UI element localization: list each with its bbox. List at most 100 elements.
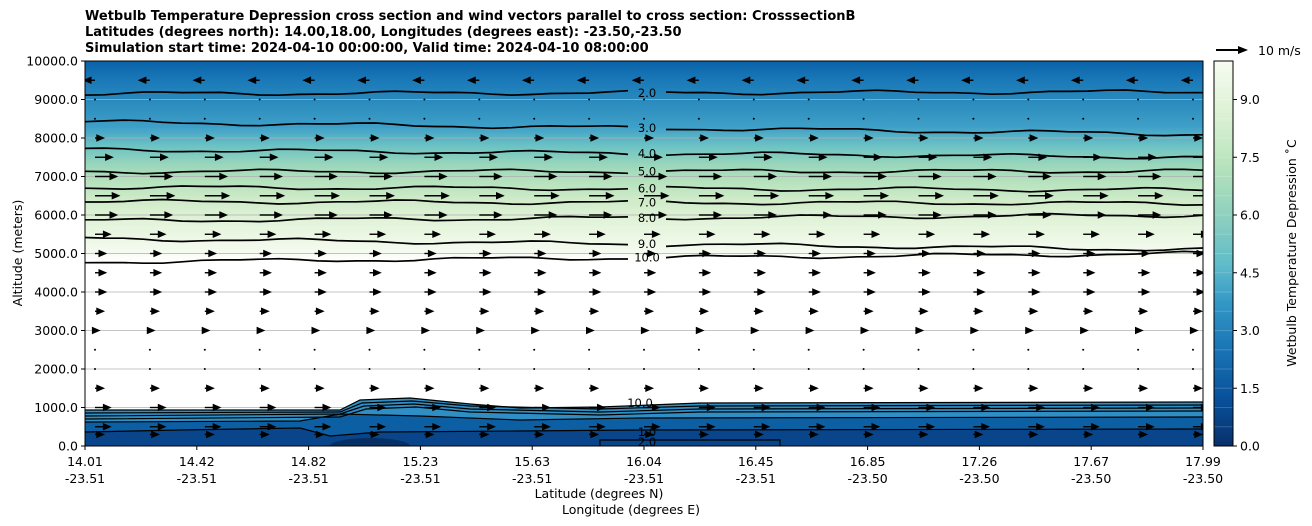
wind-vector — [259, 288, 272, 296]
wind-vector — [863, 249, 876, 258]
wind-vector — [533, 368, 536, 370]
wind-vector — [313, 368, 316, 370]
wind-vector — [521, 76, 535, 85]
wind-vector — [203, 368, 206, 370]
near-surface-contour-label: 1.0 — [638, 425, 656, 439]
wind-vector — [314, 422, 332, 431]
wind-vector — [796, 76, 809, 85]
x-tick-label-lon: -23.50 — [959, 471, 999, 486]
wind-vector — [589, 211, 613, 219]
y-tick-label: 5000.0 — [34, 246, 78, 261]
x-tick-label-lat: 16.85 — [850, 454, 886, 469]
x-tick-label-lon: -23.50 — [1183, 471, 1223, 486]
wind-vector — [479, 134, 490, 142]
wind-vector — [808, 249, 821, 258]
wind-vector — [1137, 117, 1140, 120]
x-tick-label-lon: -23.51 — [736, 471, 776, 486]
wind-vector — [479, 268, 492, 277]
wind-vector — [534, 268, 547, 277]
wind-vector — [314, 307, 325, 316]
wind-vector — [204, 307, 215, 316]
wind-vector — [149, 403, 167, 412]
wind-vector — [203, 117, 206, 120]
wind-vector — [479, 230, 496, 239]
wind-vector — [424, 403, 442, 412]
wind-vector — [424, 230, 442, 239]
wind-vector — [589, 191, 615, 200]
wind-vector — [192, 76, 205, 85]
wind-vector — [369, 172, 393, 181]
wind-vector — [1080, 326, 1089, 335]
contour-line — [85, 147, 629, 156]
y-tick-label: 10000.0 — [26, 54, 78, 69]
wind-vector — [423, 117, 426, 120]
x-tick-label-lat: 17.26 — [962, 454, 998, 469]
wind-vector — [204, 172, 229, 181]
contour-line — [85, 89, 629, 97]
wind-vector — [1016, 76, 1029, 85]
contour-line — [85, 256, 628, 265]
wind-vector — [313, 98, 316, 101]
colorbar-tick-label: 4.5 — [1240, 265, 1260, 280]
colorbar-tick-label: 0.0 — [1240, 439, 1260, 454]
wind-vector — [807, 117, 810, 120]
wind-vector — [808, 288, 821, 296]
wind-vector — [1138, 268, 1151, 277]
wind-vector — [589, 384, 600, 393]
wind-vector — [258, 117, 261, 120]
wind-vector — [698, 172, 723, 181]
wind-vector — [973, 153, 993, 162]
y-tick-label: 8000.0 — [34, 131, 78, 146]
wind-vector — [752, 98, 755, 101]
wind-vector — [1083, 422, 1100, 431]
wind-vector — [314, 288, 327, 296]
wind-vector — [918, 422, 936, 431]
wind-vector — [534, 403, 551, 412]
wind-vectors — [85, 76, 1203, 439]
wind-vector — [644, 134, 655, 142]
contour-label: 6.0 — [638, 182, 656, 196]
wind-vector — [808, 307, 819, 316]
wind-vector — [750, 326, 760, 335]
wind-vector — [808, 211, 832, 219]
wind-vector — [918, 134, 929, 142]
wind-key-arrow — [1216, 46, 1248, 54]
wind-vector — [1193, 430, 1203, 439]
wind-vector — [137, 76, 150, 85]
wind-vector — [369, 153, 389, 162]
x-tick-label-lat: 15.63 — [514, 454, 550, 469]
wind-vector — [918, 268, 931, 277]
wind-vector — [915, 326, 925, 335]
wind-vector — [1137, 368, 1140, 370]
wind-vector — [424, 430, 435, 439]
wind-vector — [863, 422, 881, 431]
wind-vector — [369, 134, 380, 142]
wind-vector — [478, 98, 481, 101]
wind-vector — [698, 268, 712, 277]
wind-vector — [424, 211, 448, 219]
wind-vector — [631, 76, 644, 85]
wind-vector — [357, 76, 370, 85]
x-tick-label-lon: -23.51 — [177, 471, 217, 486]
wind-vector — [314, 191, 341, 200]
wind-vector — [369, 268, 382, 277]
wind-vector — [313, 117, 316, 120]
wind-vector — [534, 422, 551, 431]
y-tick-label: 9000.0 — [34, 92, 78, 107]
wind-vector — [644, 430, 655, 439]
wind-vector — [424, 134, 435, 142]
wind-vector — [369, 430, 380, 439]
wind-vector — [204, 384, 215, 393]
wind-vector — [589, 153, 608, 162]
wind-vector — [698, 211, 723, 219]
wind-vector — [1082, 348, 1085, 351]
wind-vector — [149, 172, 174, 181]
contour-line — [665, 212, 1203, 221]
y-tick-label: 1000.0 — [34, 400, 78, 415]
wind-vector — [1028, 430, 1039, 439]
wind-vector — [204, 430, 215, 439]
wind-vector — [808, 172, 832, 181]
wind-vector — [917, 368, 920, 370]
x-tick-label-lat: 16.04 — [626, 454, 662, 469]
wind-vector — [1193, 156, 1203, 158]
